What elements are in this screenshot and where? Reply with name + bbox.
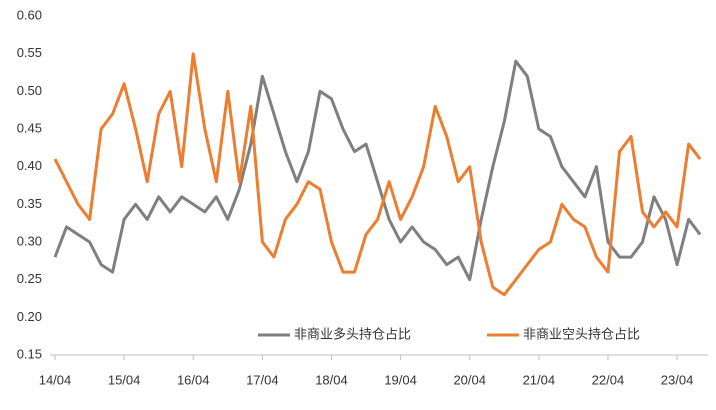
y-tick-label: 0.50 xyxy=(17,83,42,98)
y-tick-label: 0.25 xyxy=(17,271,42,286)
y-tick-label: 0.20 xyxy=(17,309,42,324)
x-tick-label: 17/04 xyxy=(246,372,279,387)
x-tick-label: 18/04 xyxy=(315,372,348,387)
y-tick-label: 0.45 xyxy=(17,120,42,135)
x-tick-label: 21/04 xyxy=(523,372,556,387)
x-tick-label: 16/04 xyxy=(177,372,210,387)
x-tick-label: 20/04 xyxy=(453,372,486,387)
series-line xyxy=(53,52,702,297)
y-tick-label: 0.60 xyxy=(17,7,42,22)
y-tick-label: 0.15 xyxy=(17,346,42,361)
x-tick-label: 19/04 xyxy=(384,372,417,387)
x-tick-label: 23/04 xyxy=(661,372,694,387)
y-tick-label: 0.30 xyxy=(17,233,42,248)
legend-label: 非商业多头持仓占比 xyxy=(294,326,411,341)
x-tick-label: 22/04 xyxy=(592,372,625,387)
legend-label: 非商业空头持仓占比 xyxy=(523,326,640,341)
y-tick-label: 0.40 xyxy=(17,158,42,173)
series-line xyxy=(53,59,702,282)
x-tick-label: 14/04 xyxy=(39,372,72,387)
y-tick-label: 0.55 xyxy=(17,45,42,60)
y-tick-label: 0.35 xyxy=(17,196,42,211)
x-tick-label: 15/04 xyxy=(108,372,141,387)
